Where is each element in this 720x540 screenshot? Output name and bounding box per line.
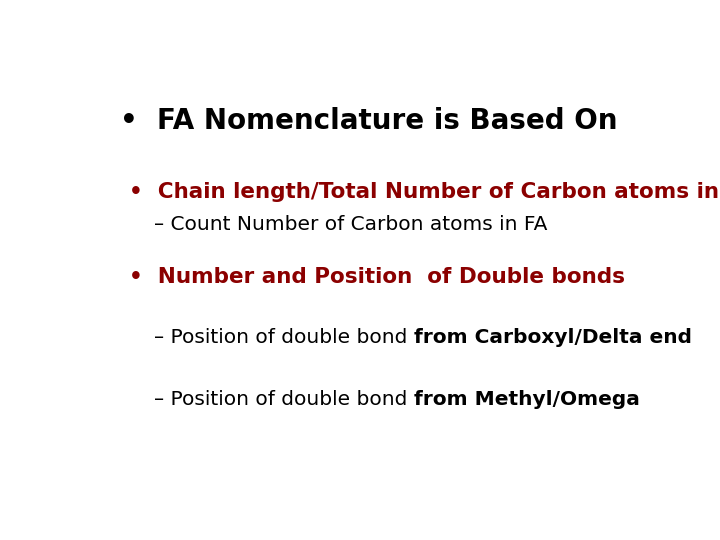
Text: •  Number and Position  of Double bonds: • Number and Position of Double bonds	[129, 267, 625, 287]
Text: from Carboxyl/Delta end: from Carboxyl/Delta end	[414, 328, 692, 347]
Text: from Methyl/Omega: from Methyl/Omega	[414, 390, 640, 409]
Text: – Count Number of Carbon atoms in FA: – Count Number of Carbon atoms in FA	[154, 215, 547, 234]
Text: •  FA Nomenclature is Based On: • FA Nomenclature is Based On	[120, 107, 618, 135]
Text: •  Chain length/Total Number of Carbon atoms in a FA.: • Chain length/Total Number of Carbon at…	[129, 181, 720, 201]
Text: – Position of double bond: – Position of double bond	[154, 390, 414, 409]
Text: – Position of double bond: – Position of double bond	[154, 328, 414, 347]
